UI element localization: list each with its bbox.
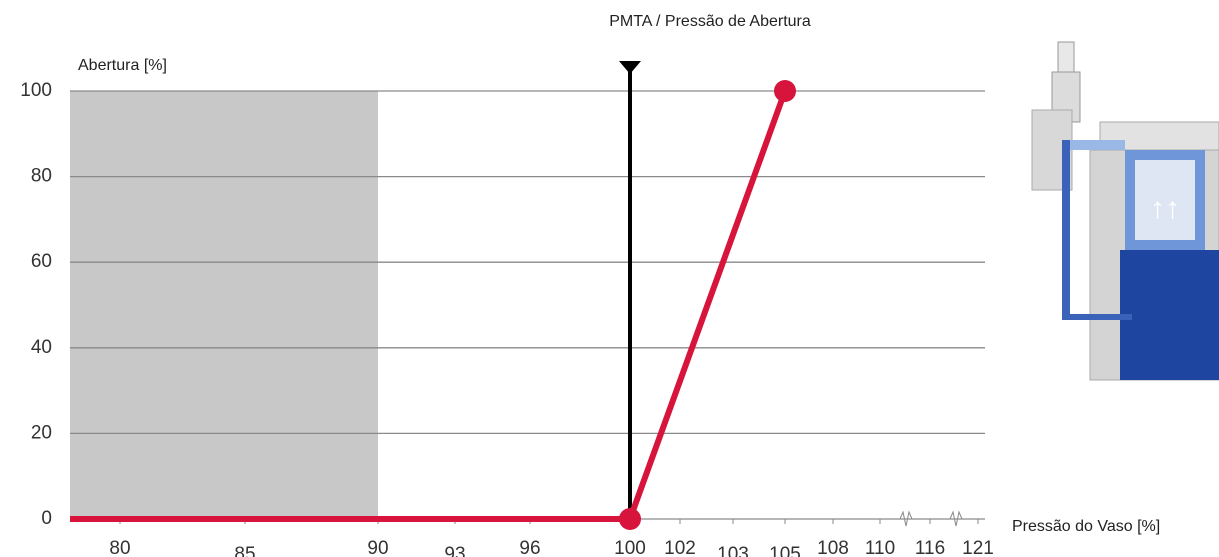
x-tick-label: 100 xyxy=(614,538,646,557)
y-tick-label: 60 xyxy=(31,251,52,272)
chart: PMTA / Pressão de Abertura Abertura [%] … xyxy=(0,0,1219,557)
y-tick-label: 80 xyxy=(31,166,52,187)
x-tick-label: 102 xyxy=(664,538,696,557)
svg-text:↑↑: ↑↑ xyxy=(1150,192,1180,225)
shaded-region xyxy=(70,91,378,519)
x-tick-label: 108 xyxy=(817,538,849,557)
x-tick-label: 90 xyxy=(367,538,388,557)
valve-illustration: ↑↑ xyxy=(1032,42,1219,380)
x-axis-label: Pressão do Vaso [%] xyxy=(1012,518,1160,535)
x-tick-label: 116 xyxy=(915,538,945,557)
x-tick-label: 96 xyxy=(519,538,540,557)
data-point xyxy=(619,508,641,530)
chart-title: PMTA / Pressão de Abertura xyxy=(609,13,811,30)
y-axis-label: Abertura [%] xyxy=(78,57,167,74)
x-tick-label: 121 xyxy=(962,538,994,557)
x-tick-label: 85 xyxy=(234,544,255,557)
y-tick-label: 100 xyxy=(20,80,52,101)
y-tick-label: 20 xyxy=(31,422,52,443)
x-tick-label: 93 xyxy=(444,544,465,557)
x-tick-label: 80 xyxy=(109,538,130,557)
reference-marker xyxy=(619,61,641,74)
data-point xyxy=(774,80,796,102)
y-tick-label: 40 xyxy=(31,337,52,358)
y-tick-label: 0 xyxy=(41,508,52,529)
x-tick-label: 105 xyxy=(769,544,801,557)
x-tick-label: 103 xyxy=(717,544,749,557)
x-tick-label: 110 xyxy=(865,538,895,557)
